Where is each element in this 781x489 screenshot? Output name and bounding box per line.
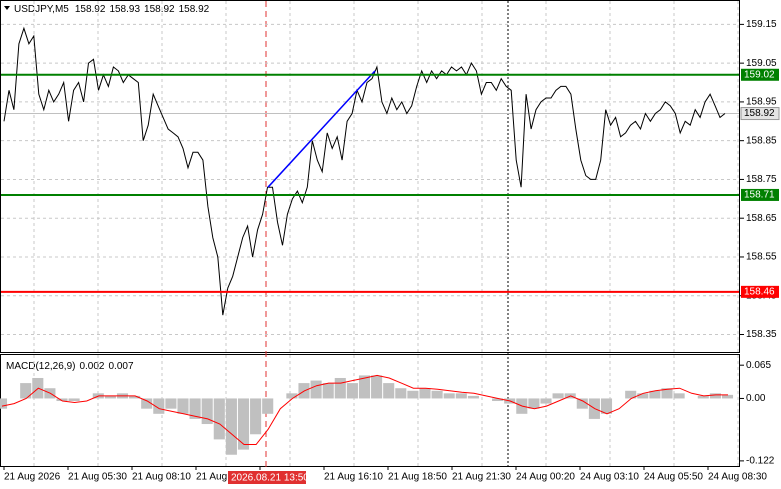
macd-bar	[697, 395, 709, 399]
main-header: USDJPY,M5 158.92 158.93 158.92 158.92	[14, 4, 210, 15]
header-value: 0.007	[109, 361, 134, 372]
main-pane	[0, 0, 740, 353]
macd-bar	[661, 388, 673, 399]
x-tick-label: 24 Aug 05:50	[644, 472, 703, 483]
x-tick-label: 24 Aug 08:30	[708, 472, 767, 483]
level-label: 159.02	[744, 69, 775, 80]
macd-bar	[540, 398, 552, 404]
y-tick-label: 0.00	[746, 393, 766, 404]
macd-bar	[709, 393, 721, 399]
macd-bar	[673, 393, 685, 399]
macd-bar	[431, 390, 443, 399]
crosshair-label: 2026.08.21 13:50	[231, 473, 309, 484]
macd-bar	[721, 394, 734, 399]
macd-bar	[467, 395, 479, 399]
trendline	[267, 70, 376, 188]
menu-arrow	[4, 6, 10, 10]
macd-bar	[407, 390, 419, 399]
y-tick-label: 158.85	[746, 135, 777, 146]
x-tick-label: 21 Aug 05:30	[68, 472, 127, 483]
x-tick-label: 21 Aug 16:10	[324, 472, 383, 483]
y-tick-label: -0.122	[746, 456, 775, 467]
header-value: 158.93	[109, 4, 140, 15]
macd-bar	[637, 393, 649, 399]
y-tick-label: 158.75	[746, 174, 777, 185]
macd-bar	[576, 398, 588, 409]
macd-bar	[68, 398, 80, 402]
y-tick-label: 158.35	[746, 329, 777, 340]
macd-bar	[455, 393, 467, 399]
macd-bar	[443, 393, 455, 399]
level-label-box	[741, 188, 779, 201]
macd-bar	[310, 380, 322, 399]
y-tick-label: 158.55	[746, 252, 777, 263]
y-tick-label: 158.65	[746, 213, 777, 224]
macd-bar	[492, 398, 504, 402]
macd-pane	[0, 354, 740, 467]
macd-bar	[383, 383, 395, 399]
macd-bar	[346, 383, 358, 399]
x-tick-label: 21 Aug 21:30	[452, 472, 511, 483]
macd-bar	[649, 390, 661, 399]
macd-bar	[177, 398, 189, 414]
signal-line	[1, 374, 728, 445]
macd-bar	[201, 398, 213, 425]
macd-bar	[528, 398, 540, 409]
macd-bar	[600, 398, 613, 414]
level-label: 158.46	[744, 286, 775, 297]
macd-bar	[334, 377, 346, 399]
price-line	[3, 26, 726, 316]
y-tick-label: 0.065	[746, 360, 771, 371]
macd-bar	[552, 393, 564, 399]
macd-bar	[153, 398, 165, 414]
y-tick-label: 159.15	[746, 19, 777, 30]
macd-bar	[371, 375, 383, 399]
macd-bar	[237, 398, 250, 450]
level-label-box	[741, 285, 779, 298]
macd-bar	[250, 398, 262, 435]
y-tick-label: 159.05	[746, 58, 777, 69]
macd-bar	[129, 395, 141, 399]
macd-bar	[165, 398, 177, 409]
y-tick-label: 158.95	[746, 97, 777, 108]
x-tick-label: 21 Aug 18:50	[388, 472, 447, 483]
macd-bar	[213, 398, 225, 440]
macd-bar	[189, 398, 201, 419]
macd-bar	[395, 388, 407, 399]
crosshair-label-box	[228, 471, 306, 484]
x-tick-label: 24 Aug 03:10	[580, 472, 639, 483]
macd-bar	[141, 398, 153, 409]
current-price-label: 158.92	[744, 108, 775, 119]
header-value: 0.002	[79, 361, 104, 372]
macd-bar	[0, 398, 8, 409]
header-value: 158.92	[144, 4, 175, 15]
level-label: 158.71	[744, 190, 775, 201]
macd-header: MACD(12,26,9) 0.002 0.007	[6, 361, 134, 372]
macd-bar	[358, 375, 371, 399]
x-tick-label: 24 Aug 00:20	[516, 472, 575, 483]
macd-bar	[286, 393, 298, 399]
macd-bar	[56, 398, 68, 402]
header-value: 158.92	[75, 4, 106, 15]
current-price-box	[740, 107, 780, 121]
header-value: 158.92	[179, 4, 210, 15]
x-tick-label: 21 Aug 2026	[4, 472, 61, 483]
x-tick-label: 21 Aug 08:10	[132, 472, 191, 483]
macd-bar	[225, 398, 237, 455]
macd-bar	[419, 388, 431, 399]
indicator: MACD(12,26,9)	[6, 361, 75, 372]
macd-bar	[262, 398, 274, 414]
macd-bar	[20, 383, 32, 399]
macd-bar	[104, 395, 116, 399]
symbol: USDJPY,M5	[14, 4, 69, 15]
level-label-box	[741, 68, 779, 81]
macd-bar	[625, 390, 637, 399]
x-tick-label: 21 Aug	[196, 472, 227, 483]
macd-bar	[322, 383, 334, 399]
